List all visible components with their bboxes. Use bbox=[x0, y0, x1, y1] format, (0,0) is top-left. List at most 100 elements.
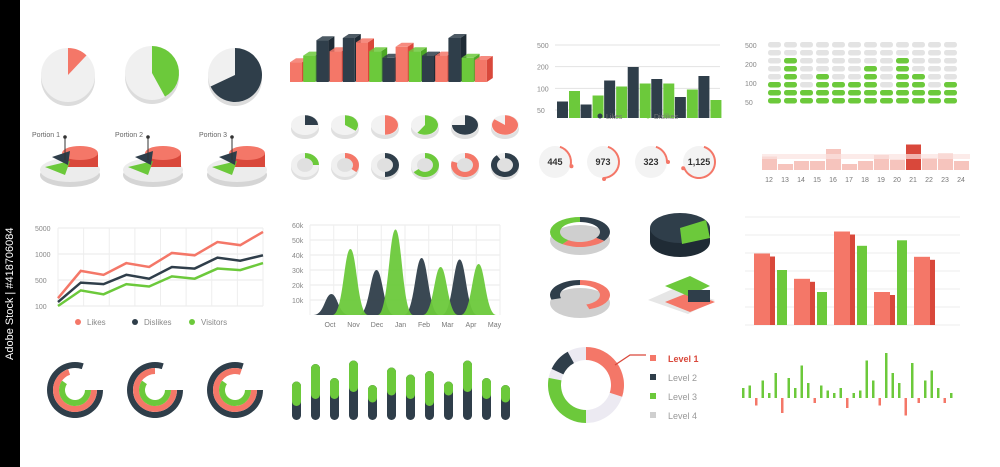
iso-bar-top bbox=[474, 56, 493, 60]
mini-ring-fill bbox=[490, 152, 519, 178]
gauge-knob bbox=[666, 160, 670, 164]
matrix-cell bbox=[800, 98, 813, 104]
portion-label: Portion 1 bbox=[32, 132, 60, 139]
x-tick-label: 12 bbox=[765, 177, 773, 184]
y-tick-label: 10k bbox=[292, 298, 304, 305]
mini-ring-fill bbox=[305, 152, 319, 165]
y-tick-label: 1000 bbox=[35, 252, 51, 259]
matrix-cell bbox=[800, 82, 813, 88]
x-tick-label: Nov bbox=[347, 322, 360, 329]
bar bbox=[710, 100, 722, 118]
matrix-cell bbox=[784, 58, 797, 64]
mini-pie-slice bbox=[345, 115, 358, 131]
x-tick-label: 19 bbox=[877, 177, 885, 184]
timeline-bar bbox=[762, 156, 777, 170]
mini-pie-slice bbox=[305, 115, 318, 125]
matrix-cell bbox=[832, 74, 845, 80]
column-red-side bbox=[930, 259, 935, 325]
wave-bar bbox=[937, 388, 940, 398]
matrix-cell bbox=[896, 58, 909, 64]
column-red-side bbox=[850, 234, 855, 325]
x-tick-label: Oct bbox=[325, 322, 336, 329]
area-peak bbox=[332, 249, 369, 315]
wave-bar bbox=[930, 370, 933, 398]
matrix-cell bbox=[928, 82, 941, 88]
legend-label: Level 3 bbox=[668, 392, 697, 402]
iso-bar-top bbox=[369, 47, 388, 52]
matrix-cell bbox=[848, 74, 861, 80]
wave-bar bbox=[761, 380, 764, 398]
matrix-cell bbox=[944, 66, 957, 72]
matrix-cell bbox=[784, 42, 797, 48]
legend-swatch bbox=[650, 374, 656, 380]
donut-ring bbox=[139, 380, 171, 406]
matrix-cell bbox=[912, 50, 925, 56]
timeline-bar bbox=[842, 164, 857, 170]
matrix-cell bbox=[896, 66, 909, 72]
matrix-cell bbox=[896, 74, 909, 80]
matrix-cell bbox=[816, 42, 829, 48]
column-red bbox=[754, 253, 770, 325]
wave-bar bbox=[800, 365, 803, 398]
matrix-cell bbox=[896, 90, 909, 96]
wave-bar bbox=[839, 388, 842, 398]
timeline-bar bbox=[954, 161, 969, 170]
column-red bbox=[874, 292, 890, 325]
y-tick-label: 60k bbox=[292, 223, 304, 230]
matrix-cell bbox=[768, 42, 781, 48]
gauge-face bbox=[635, 146, 667, 178]
line-series bbox=[57, 254, 264, 304]
stock-watermark-text: Adobe Stock | #418706084 bbox=[4, 227, 16, 360]
y-tick-label: 20k bbox=[292, 283, 304, 290]
matrix-cell bbox=[848, 58, 861, 64]
iso-bar-top bbox=[448, 34, 467, 38]
pie3d-pin-head bbox=[230, 135, 234, 139]
pie3d-red-top bbox=[145, 146, 181, 160]
matrix-cell bbox=[800, 42, 813, 48]
matrix-cell bbox=[800, 90, 813, 96]
matrix-cell bbox=[784, 74, 797, 80]
matrix-cell bbox=[928, 74, 941, 80]
matrix-cell bbox=[784, 98, 797, 104]
timeline-bar bbox=[794, 161, 809, 170]
bar bbox=[674, 97, 686, 118]
timeline-bar bbox=[826, 149, 841, 170]
matrix-cell bbox=[848, 90, 861, 96]
matrix-cell bbox=[816, 82, 829, 88]
matrix-cell bbox=[864, 50, 877, 56]
area-peak bbox=[377, 229, 414, 315]
x-tick-label: 23 bbox=[941, 177, 949, 184]
matrix-cell bbox=[784, 66, 797, 72]
matrix-cell bbox=[928, 90, 941, 96]
wave-bar bbox=[813, 398, 816, 403]
bar bbox=[604, 80, 616, 118]
y-tick-label: 100 bbox=[35, 304, 47, 311]
gauge-arc bbox=[559, 145, 572, 167]
matrix-cell bbox=[816, 90, 829, 96]
matrix-cell bbox=[896, 42, 909, 48]
matrix-cell bbox=[928, 98, 941, 104]
matrix-cell bbox=[816, 58, 829, 64]
iso-bar bbox=[395, 46, 408, 82]
capsule-green bbox=[368, 385, 377, 403]
wave-bar bbox=[820, 385, 823, 398]
matrix-cell bbox=[880, 42, 893, 48]
matrix-cell bbox=[880, 98, 893, 104]
wave-bar bbox=[950, 393, 953, 398]
wave-bar bbox=[891, 373, 894, 398]
capsule-green bbox=[501, 385, 510, 403]
iso-bar-top bbox=[395, 42, 414, 47]
matrix-cell bbox=[800, 74, 813, 80]
pie3d-green-slice bbox=[212, 161, 237, 175]
wave-bar bbox=[852, 393, 855, 398]
matrix-cell bbox=[768, 90, 781, 96]
iso-ring-b-seg bbox=[550, 280, 580, 300]
x-tick-label: 22 bbox=[925, 177, 933, 184]
matrix-cell bbox=[864, 98, 877, 104]
mini-ring-fill bbox=[385, 152, 399, 178]
x-tick-label: 17 bbox=[845, 177, 853, 184]
column-red bbox=[914, 256, 930, 325]
bar bbox=[616, 86, 628, 118]
iso-bar-top bbox=[316, 36, 335, 41]
